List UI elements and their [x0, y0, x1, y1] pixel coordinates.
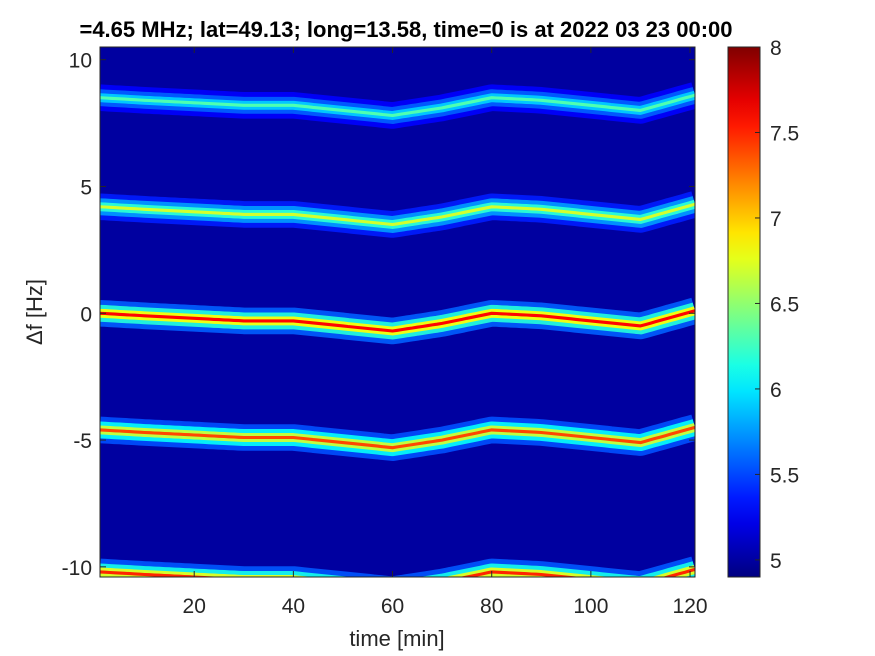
- colorbar: 5 5.5 6 6.5 7 7.5 8: [727, 37, 799, 578]
- x-tick-label: 60: [381, 595, 404, 618]
- y-tick-label: 10: [69, 50, 92, 73]
- trace-band: [100, 191, 695, 238]
- y-tick-label: -10: [62, 557, 92, 580]
- plot-area: [99, 46, 696, 578]
- colorbar-tick-label: 6.5: [770, 293, 799, 316]
- y-tick-label: 5: [80, 176, 92, 199]
- trace-line: [100, 425, 695, 450]
- colorbar-gradient: [727, 46, 761, 578]
- x-tick-label: 20: [183, 595, 206, 618]
- chart-title: =4.65 MHz; lat=49.13; long=13.58, time=0…: [79, 17, 732, 42]
- colorbar-tick-label: 8: [770, 37, 782, 60]
- y-axis: -10 -5 0 5 10: [62, 50, 695, 580]
- x-axis: 20 40 60 80 100 120: [183, 47, 708, 618]
- colorbar-tick-label: 5.5: [770, 464, 799, 487]
- heatmap-traces: [100, 82, 695, 577]
- colorbar-tick-label: 7.5: [770, 122, 799, 145]
- y-tick-label: -5: [73, 430, 92, 453]
- y-tick-label: 0: [80, 303, 92, 326]
- colorbar-tick-label: 5: [770, 550, 782, 573]
- x-tick-label: 80: [480, 595, 503, 618]
- plot-frame: [99, 46, 696, 578]
- y-axis-label: Δf [Hz]: [22, 279, 47, 345]
- trace-line: [100, 309, 695, 333]
- x-axis-label: time [min]: [349, 626, 444, 651]
- colorbar-tick-label: 6: [770, 379, 782, 402]
- trace-band: [100, 297, 695, 345]
- colorbar-ticks: 5 5.5 6 6.5 7 7.5 8: [755, 37, 799, 573]
- trace-line: [100, 93, 695, 118]
- colorbar-tick-label: 7: [770, 208, 782, 231]
- x-tick-label: 40: [282, 595, 305, 618]
- trace-band: [100, 414, 695, 461]
- x-tick-label: 100: [573, 595, 608, 618]
- trace-line: [100, 202, 695, 227]
- trace-band: [100, 82, 695, 129]
- x-tick-label: 120: [673, 595, 708, 618]
